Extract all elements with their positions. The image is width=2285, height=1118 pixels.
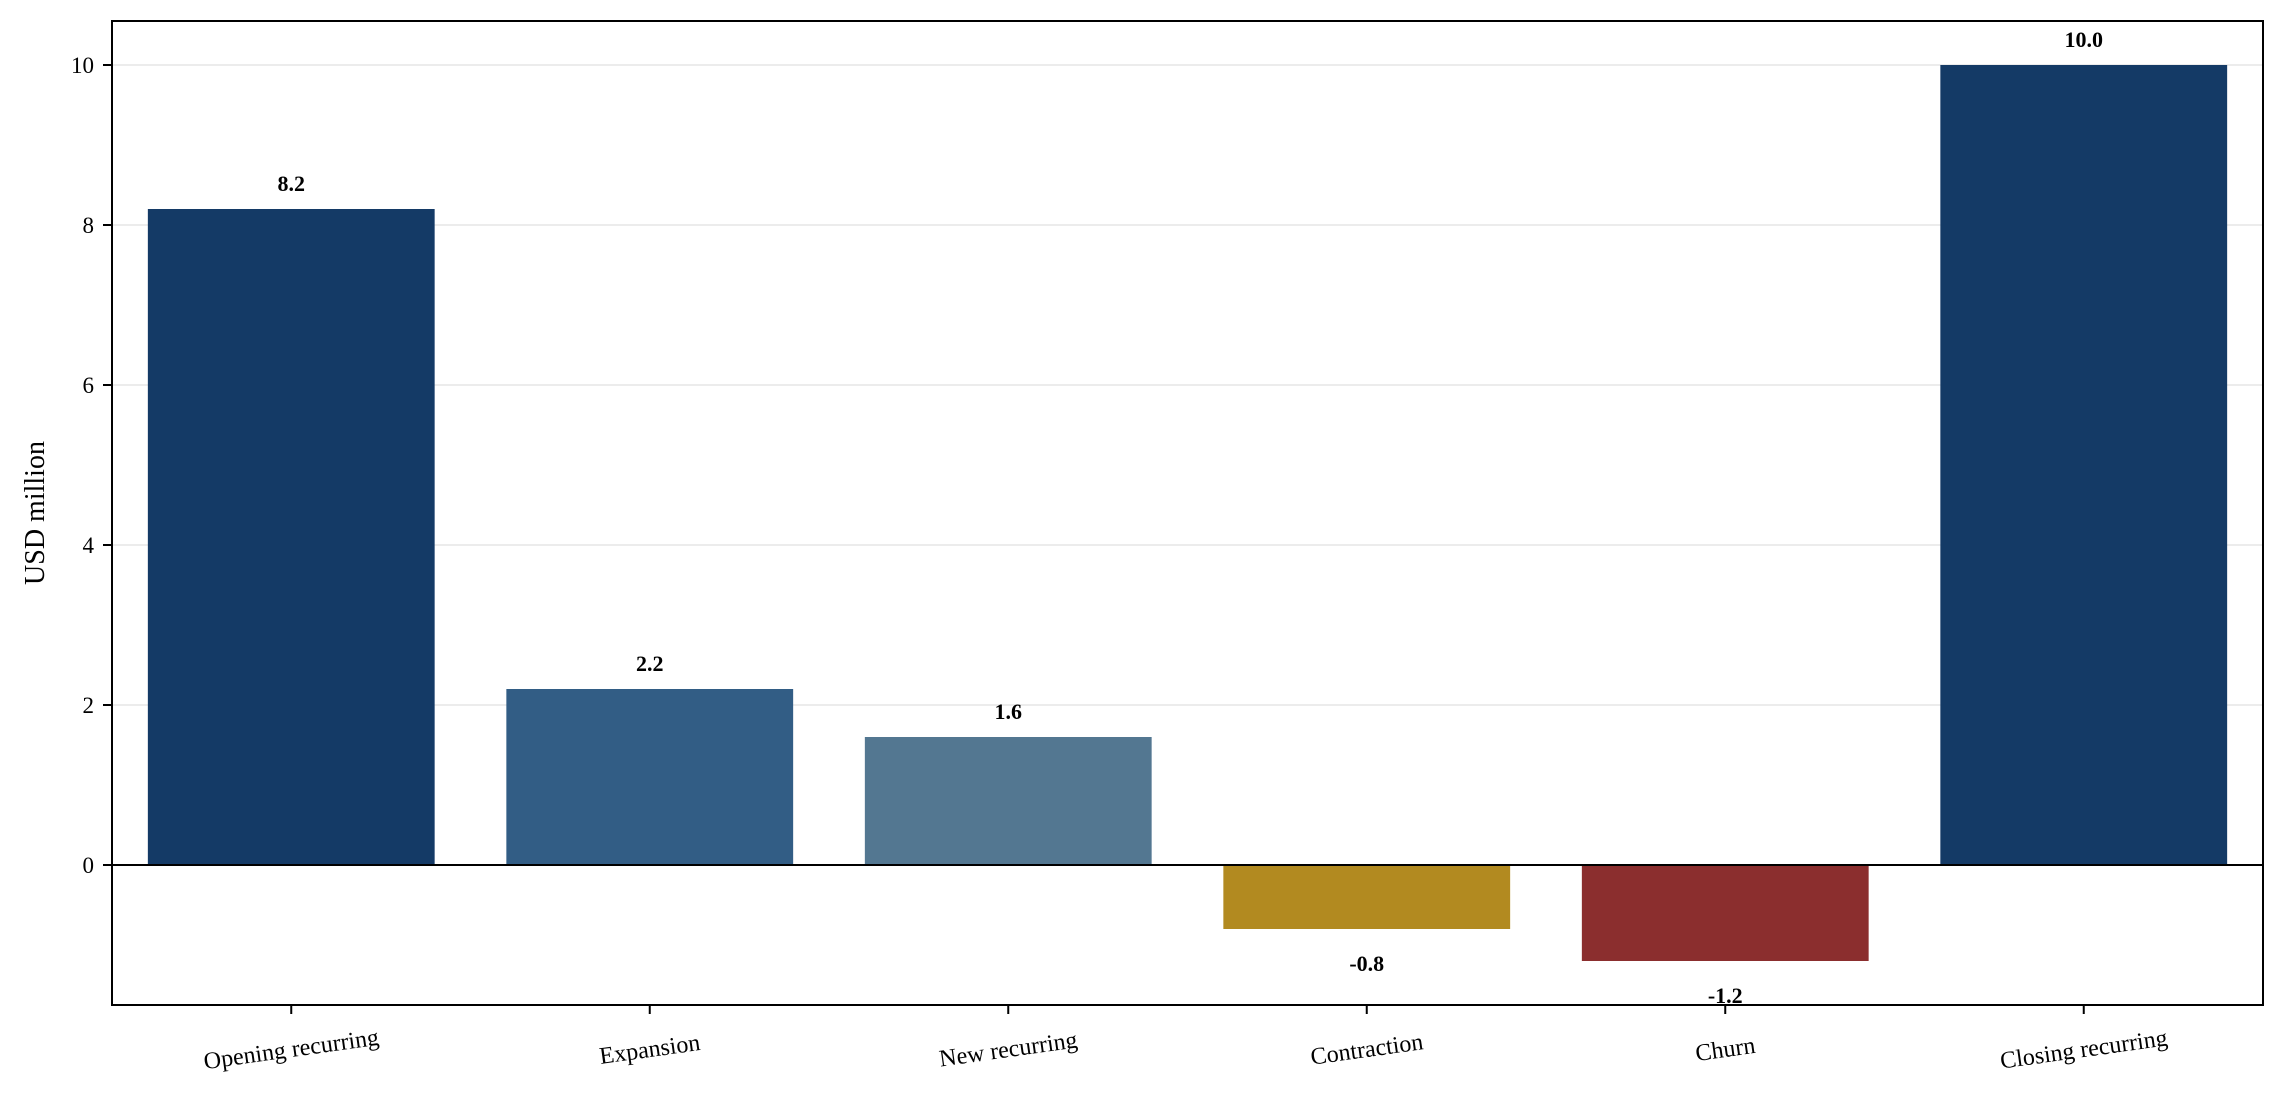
value-label: -0.8: [1349, 951, 1384, 976]
y-tick-label: 2: [83, 693, 95, 718]
value-label: 8.2: [278, 171, 306, 196]
value-label: -1.2: [1708, 983, 1743, 1008]
value-label: 1.6: [995, 699, 1023, 724]
x-axis-ticks: Opening recurring Expansion New recurring C…: [202, 1005, 2169, 1075]
bar: [147, 209, 435, 865]
bar: [864, 737, 1152, 865]
value-label: 10.0: [2065, 27, 2104, 52]
bar: [1223, 865, 1511, 929]
plot-frame: [111, 20, 2264, 1006]
gridlines: [112, 64, 2263, 706]
value-labels: 8.2 2.2 1.6 -0.8 -1.2 10.0: [278, 27, 2104, 1008]
bar: [506, 689, 794, 865]
y-tick-label: 10: [71, 53, 94, 78]
y-tick-label: 0: [83, 853, 95, 878]
y-axis-title: USD million: [20, 441, 51, 585]
y-tick-label: 8: [83, 213, 95, 238]
x-tick-label: Churn: [1694, 1033, 1757, 1067]
x-tick-label: Expansion: [598, 1030, 702, 1070]
y-tick-label: 4: [83, 533, 95, 558]
x-tick-label: New recurring: [938, 1027, 1080, 1072]
y-tick-label: 6: [83, 373, 95, 398]
bar: [1940, 65, 2228, 865]
y-axis-ticks: 0 2 4 6 8 10: [71, 53, 112, 878]
bars: [147, 65, 2228, 961]
x-tick-label: Closing recurring: [1999, 1025, 2170, 1074]
x-tick-label: Contraction: [1309, 1029, 1425, 1071]
bar: [1581, 865, 1869, 961]
x-tick-label: Opening recurring: [202, 1025, 381, 1075]
value-label: 2.2: [636, 651, 664, 676]
